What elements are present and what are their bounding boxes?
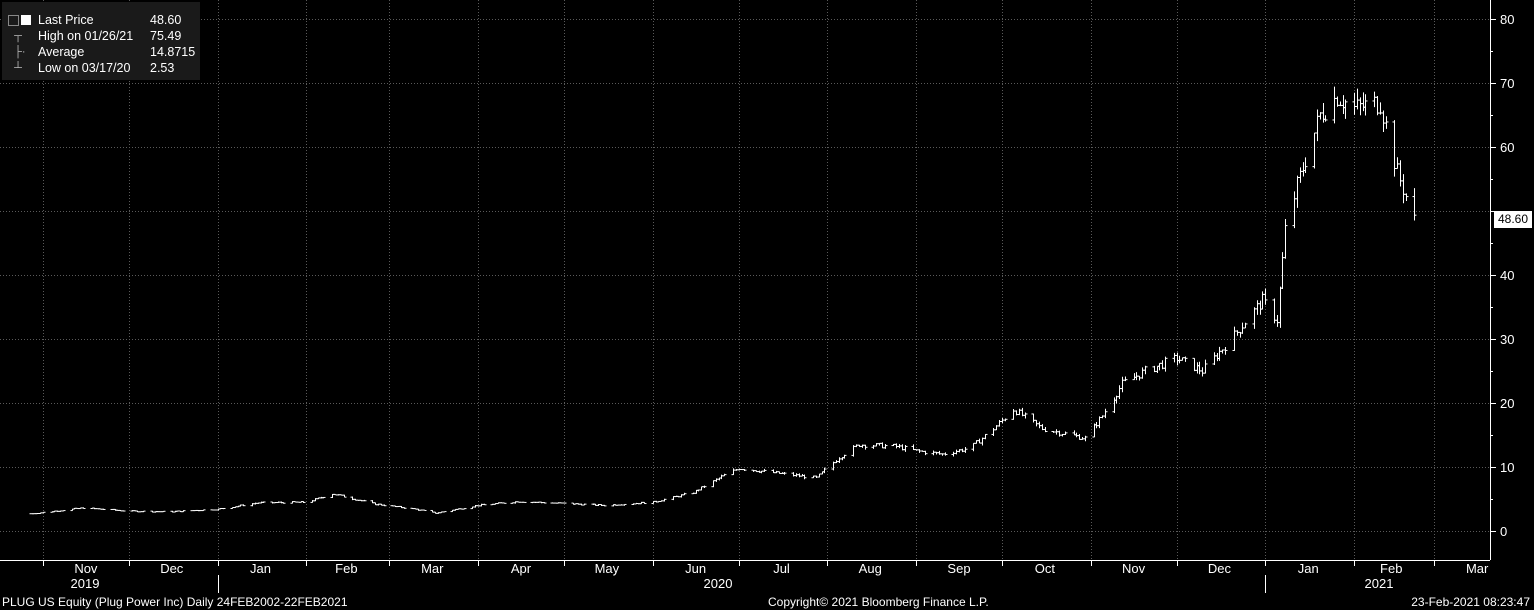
x-month-label: Feb [335, 561, 357, 576]
x-month-label: Jan [1298, 561, 1319, 576]
legend-last-price-label: Last Price [38, 13, 94, 27]
x-month-label: Feb [1380, 561, 1402, 576]
chart-legend: Last Price 48.60 ┬ High on 01/26/21 75.4… [2, 2, 200, 80]
x-month-label: Nov [74, 561, 98, 576]
legend-last-price-value: 48.60 [150, 13, 182, 27]
legend-average-value: 14.8715 [150, 45, 196, 59]
average-marker-icon: ├· [8, 46, 26, 58]
x-month-label: Oct [1035, 561, 1056, 576]
chart-grid [0, 0, 1490, 560]
y-tick-label: 60 [1500, 140, 1514, 155]
x-month-label: Mar [1466, 561, 1489, 576]
y-tick-label: 0 [1500, 524, 1507, 539]
y-tick-label: 40 [1500, 268, 1514, 283]
x-month-label: Nov [1122, 561, 1146, 576]
x-year-label: 2019 [71, 576, 100, 591]
y-tick-label: 70 [1500, 76, 1514, 91]
legend-row-last-price[interactable]: Last Price 48.60 [2, 12, 200, 28]
legend-average-label: Average [38, 45, 85, 59]
x-month-label: Jun [685, 561, 706, 576]
y-tick-label: 80 [1500, 12, 1514, 27]
x-month-label: Aug [859, 561, 882, 576]
y-tick-label: 10 [1500, 460, 1514, 475]
legend-high-label: High on 01/26/21 [38, 29, 134, 43]
low-marker-icon: ┴ [8, 62, 22, 74]
x-month-label: Apr [511, 561, 532, 576]
chart-axes: 0 10 20 30 40 60 70 80 Nov Dec Jan Feb Mar Apr May Jun J… [0, 0, 1514, 593]
x-month-label: Dec [160, 561, 184, 576]
x-month-label: Jul [773, 561, 790, 576]
legend-row-high[interactable]: ┬ High on 01/26/21 75.49 [2, 28, 200, 44]
legend-low-value: 2.53 [150, 61, 175, 75]
timestamp: 23-Feb-2021 08:23:47 [1411, 595, 1530, 609]
legend-square-icon [8, 12, 34, 28]
x-month-label: May [595, 561, 620, 576]
security-description: PLUG US Equity (Plug Power Inc) Daily 24… [2, 595, 348, 609]
legend-row-average[interactable]: ├· Average 14.8715 [2, 44, 200, 60]
x-year-label: 2020 [704, 576, 733, 591]
legend-low-label: Low on 03/17/20 [38, 61, 131, 75]
x-month-label: Dec [1208, 561, 1232, 576]
x-month-label: Jan [250, 561, 271, 576]
copyright-text: Copyright© 2021 Bloomberg Finance L.P. [768, 595, 989, 609]
x-month-label: Sep [947, 561, 970, 576]
legend-high-value: 75.49 [150, 29, 182, 43]
legend-row-low[interactable]: ┴ Low on 03/17/20 2.53 [2, 60, 200, 76]
chart-footer: PLUG US Equity (Plug Power Inc) Daily 24… [0, 594, 1534, 610]
y-tick-label: 30 [1500, 332, 1514, 347]
x-month-label: Mar [421, 561, 444, 576]
x-year-label: 2021 [1365, 576, 1394, 591]
last-price-badge: 48.60 [1494, 211, 1532, 228]
price-series [29, 86, 1417, 515]
high-marker-icon: ┬ [8, 30, 22, 42]
y-tick-label: 20 [1500, 396, 1514, 411]
